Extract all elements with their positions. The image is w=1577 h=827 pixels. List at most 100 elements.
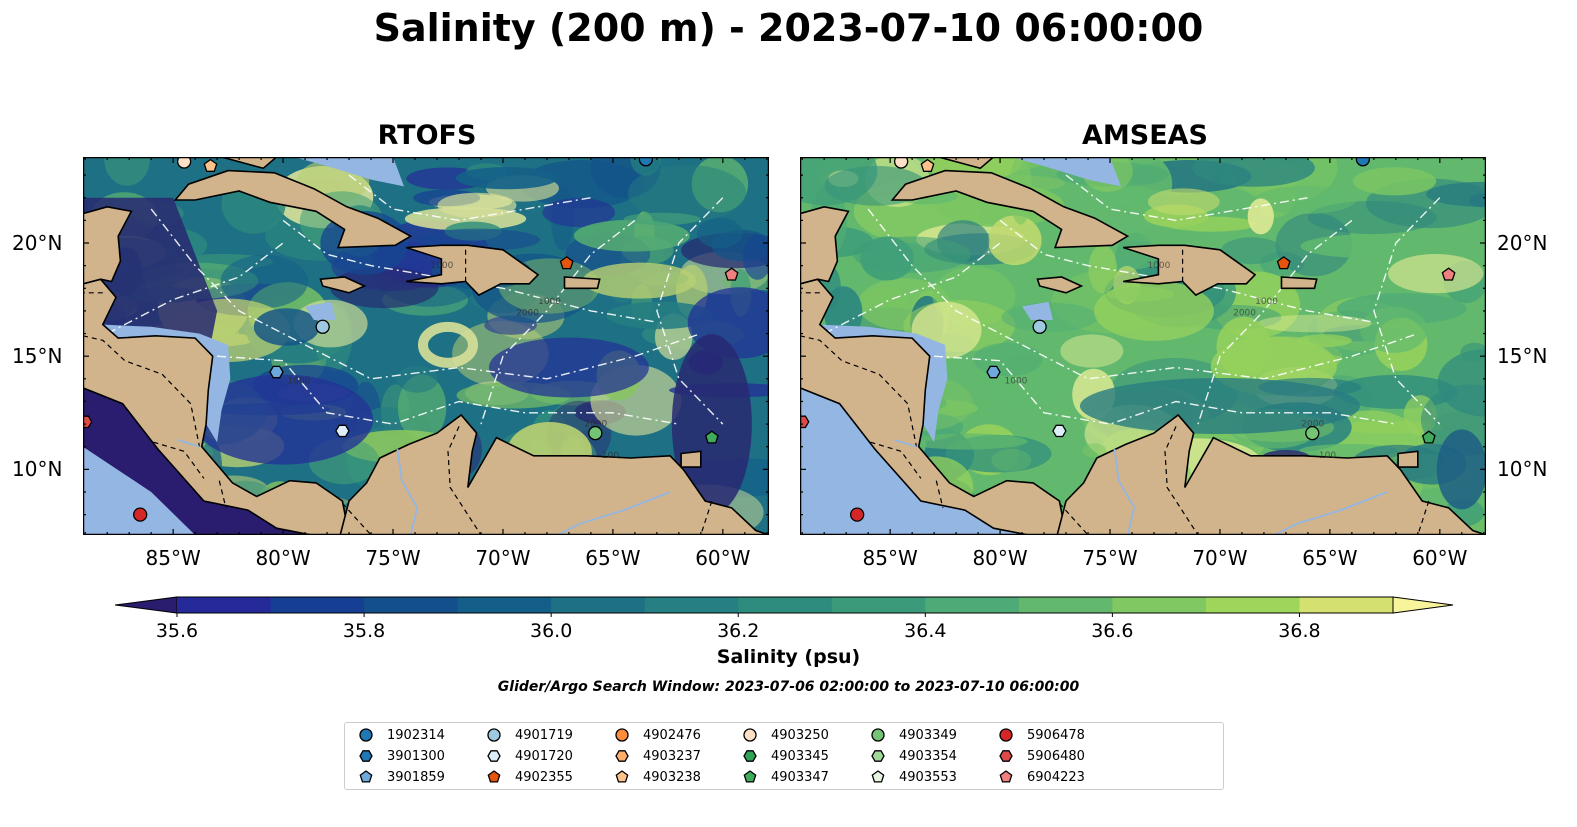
legend-marker <box>359 750 373 762</box>
legend-marker <box>871 750 885 762</box>
legend-marker-circle-icon <box>359 728 373 742</box>
legend-label: 3901859 <box>387 769 445 785</box>
legend-label: 4903347 <box>771 769 829 785</box>
legend-marker <box>615 750 629 762</box>
legend-item: 4903354 <box>869 748 957 764</box>
figure-title: Salinity (200 m) - 2023-07-10 06:00:00 <box>373 6 1204 50</box>
float-marker-4903349 <box>1305 425 1320 441</box>
legend-item: 4902355 <box>485 769 573 785</box>
lat-tick-label-right: 10°N <box>1497 457 1548 482</box>
lon-tick-label: 85°W <box>862 546 918 570</box>
colorbar-segment <box>1018 597 1113 613</box>
float-marker-6904223 <box>724 267 739 281</box>
colorbar-segment <box>1112 597 1207 613</box>
colorbar-segment <box>644 597 739 613</box>
colorbar-extend-min <box>115 596 178 614</box>
lat-tick-label-left: 10°N <box>12 457 63 482</box>
colorbar-segment <box>1205 597 1300 613</box>
legend-marker-hexagon-icon <box>743 750 757 762</box>
legend-item: 4901720 <box>485 748 573 764</box>
legend-marker <box>743 750 757 762</box>
contour-label: 100 <box>602 451 619 461</box>
float-marker-4903238 <box>920 158 935 172</box>
float-marker-1902314 <box>1355 157 1371 167</box>
legend-item: 4903238 <box>613 769 701 785</box>
legend-marker-pentagon-icon <box>615 770 629 783</box>
legend-marker <box>999 728 1013 742</box>
legend: 1902314 3901300 3901859 4901719 4901720 49023… <box>344 722 1224 790</box>
contour-label: 1000 <box>1255 297 1278 307</box>
float-marker-4903347 <box>1421 430 1436 444</box>
legend-item: 4902476 <box>613 727 701 743</box>
legend-item: 3901859 <box>357 769 445 785</box>
float-marker-3901859 <box>176 157 192 169</box>
float-marker-3901300 <box>269 365 284 379</box>
legend-marker-pentagon-icon <box>871 770 885 783</box>
panel-title-rtofs: RTOFS <box>377 120 477 151</box>
colorbar-segment <box>831 597 926 613</box>
legend-label: 4903349 <box>899 727 957 743</box>
legend-item: 4903349 <box>869 727 957 743</box>
colorbar-tick-label: 36.4 <box>904 620 947 642</box>
lon-tick-label: 75°W <box>1082 546 1138 570</box>
legend-item: 4901719 <box>485 727 573 743</box>
legend-label: 4903250 <box>771 727 829 743</box>
land-amseas <box>800 157 1486 535</box>
legend-marker-circle-icon <box>999 728 1013 742</box>
legend-label: 5906480 <box>1027 748 1085 764</box>
legend-marker-hexagon-icon <box>615 750 629 762</box>
lat-tick-label-left: 20°N <box>12 231 63 255</box>
contour-label: 2000 <box>1301 419 1324 429</box>
float-marker-3901300 <box>986 365 1001 379</box>
float-marker-4903238 <box>203 158 218 172</box>
legend-label: 4902476 <box>643 727 701 743</box>
lat-tick-label-right: 15°N <box>1497 344 1548 369</box>
legend-label: 1902314 <box>387 727 445 743</box>
colorbar-segment <box>1299 597 1394 613</box>
legend-item: 4903345 <box>741 748 829 764</box>
legend-marker-pentagon-icon <box>487 770 501 783</box>
legend-marker <box>871 728 885 742</box>
legend-marker-circle-icon <box>871 728 885 742</box>
legend-marker <box>615 728 629 742</box>
legend-label: 5906478 <box>1027 727 1085 743</box>
lon-tick-label: 70°W <box>1192 546 1248 570</box>
rivers-amseas <box>894 439 1388 535</box>
legend-label: 4903345 <box>771 748 829 764</box>
legend-item: 4903237 <box>613 748 701 764</box>
lat-tick-label-right: 20°N <box>1497 231 1548 255</box>
map-frame <box>800 157 1486 535</box>
legend-item: 3901300 <box>357 748 445 764</box>
legend-item: 4903250 <box>741 727 829 743</box>
observation-markers-amseas <box>800 157 1456 522</box>
legend-label: 3901300 <box>387 748 445 764</box>
colorbar-tick-label: 36.2 <box>717 620 760 642</box>
legend-marker-hexagon-icon <box>871 750 885 762</box>
colorbar-segment <box>738 597 833 613</box>
float-marker-5906478 <box>850 507 865 522</box>
shelf-shallow-water-rtofs <box>83 157 404 535</box>
legend-marker <box>871 770 885 783</box>
contour-label: 1000 <box>1147 261 1170 271</box>
rivers-rtofs <box>177 439 671 535</box>
colorbar-segment <box>925 597 1020 613</box>
legend-marker <box>999 770 1013 783</box>
legend-marker <box>743 770 757 783</box>
lon-tick-label: 70°W <box>475 546 531 570</box>
national-borders-amseas <box>800 249 1430 535</box>
legend-marker <box>487 750 501 762</box>
legend-marker <box>615 770 629 783</box>
colorbar-tick-label: 36.8 <box>1278 620 1321 642</box>
float-marker-5906478 <box>133 507 148 522</box>
float-marker-6904223 <box>1441 267 1456 281</box>
contour-label: 1000 <box>430 261 453 271</box>
lon-tick-label: 65°W <box>585 546 641 570</box>
shelf-shallow-water-amseas <box>800 157 1121 535</box>
legend-item: 1902314 <box>357 727 445 743</box>
colorbar-tick-label: 35.6 <box>155 620 199 642</box>
map-ticks <box>800 157 1486 535</box>
map-ticks <box>83 157 769 535</box>
map-frame <box>83 157 769 535</box>
